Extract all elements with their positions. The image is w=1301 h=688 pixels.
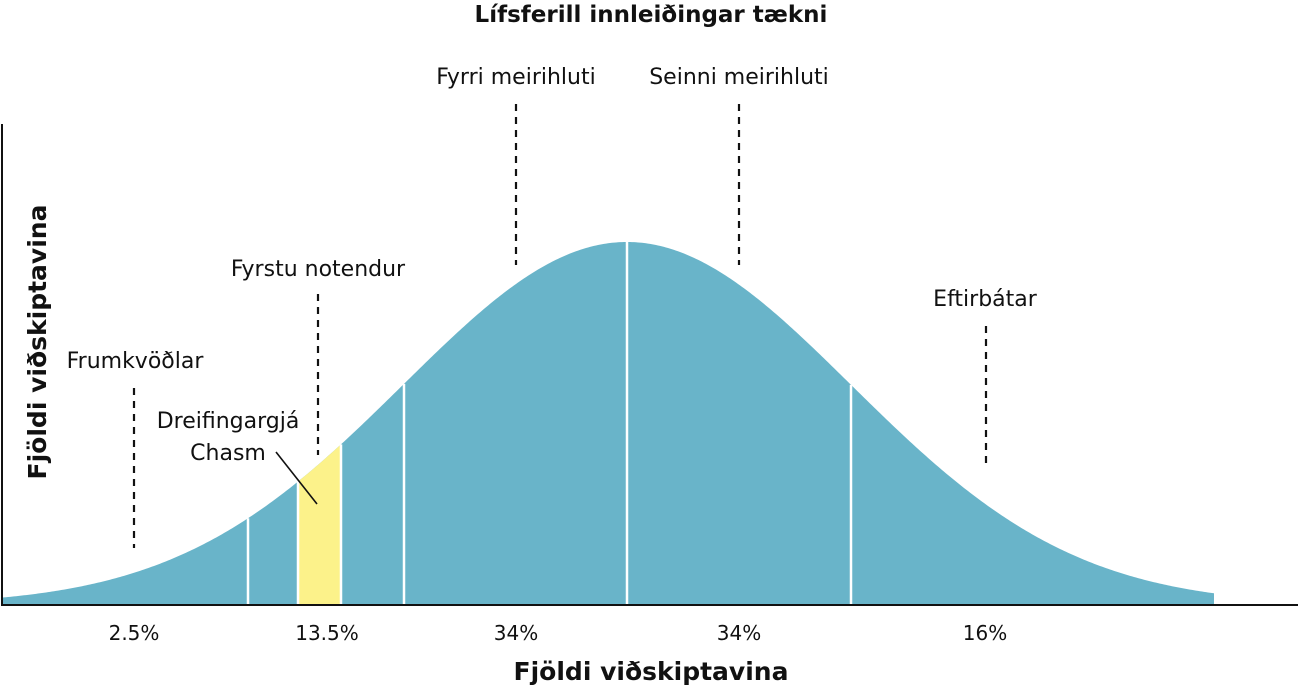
- percent-late-majority: 34%: [717, 621, 761, 645]
- segment-label-late-majority: Seinni meirihluti: [649, 65, 829, 90]
- y-axis-label: Fjöldi viðskiptavina: [23, 205, 52, 480]
- segment-label-innovators: Frumkvöðlar: [67, 349, 205, 374]
- chasm-label-line2: Chasm: [190, 441, 266, 466]
- segment-label-early-adopters: Fyrstu notendur: [231, 257, 406, 282]
- percent-innovators: 2.5%: [109, 621, 160, 645]
- percent-early-adopters: 13.5%: [295, 621, 359, 645]
- segment-label-early-majority: Fyrri meirihluti: [436, 65, 595, 90]
- chasm-pointer: [275, 451, 318, 505]
- percent-laggards: 16%: [963, 621, 1007, 645]
- segment-label-laggards: Eftirbátar: [933, 287, 1038, 312]
- diagram-title: Lífsferill innleiðingar tækni: [475, 2, 828, 28]
- chasm-label-line1: Dreifingargjá: [157, 409, 300, 434]
- chasm-band: [298, 444, 341, 605]
- x-axis-label: Fjöldi viðskiptavina: [514, 657, 789, 686]
- percent-early-majority: 34%: [494, 621, 538, 645]
